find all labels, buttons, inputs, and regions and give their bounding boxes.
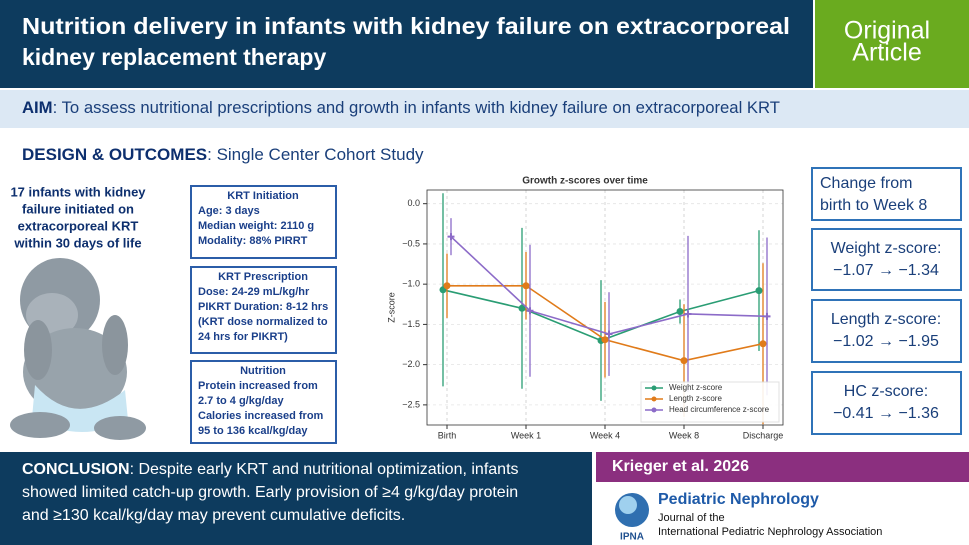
box-line: 95 to 136 kcal/kg/day [198, 425, 308, 437]
info-boxes: KRT Initiation Age: 3 days Median weight: … [190, 185, 337, 444]
result-line: birth to Week 8 [820, 197, 927, 214]
box-title: Nutrition [240, 365, 286, 377]
badge-text: Article [852, 39, 921, 67]
y-tick-label: −2.5 [402, 399, 420, 409]
conclusion-text: : Despite early KRT and nutritional opti… [130, 461, 519, 478]
x-tick-label: Discharge [743, 430, 784, 440]
aim-text: : To assess nutritional prescriptions an… [53, 98, 780, 117]
box-line: Calories increased from [198, 410, 324, 422]
result-box [811, 228, 962, 291]
box-line: PIKRT Duration: 8-12 hrs [198, 301, 328, 313]
result-line: Change from [820, 175, 913, 192]
aim-bar [0, 90, 969, 128]
legend-box [640, 381, 780, 423]
box-line: Protein increased from [198, 380, 318, 392]
chart: Growth z-scores over time Z-score 0.0 −0.5 −… [386, 176, 784, 440]
design-text: : Single Center Cohort Study [207, 145, 424, 164]
point [763, 312, 771, 320]
legend-marker [651, 385, 657, 391]
x-tick-label: Birth [438, 430, 457, 440]
conclusion: CONCLUSION: Despite early KRT and nutrit… [22, 461, 519, 524]
y-tick-label: −2.0 [402, 359, 420, 369]
journal-name: Pediatric Nephrology [658, 491, 819, 508]
point [522, 282, 530, 290]
result-box [811, 167, 962, 221]
infant-illustration [10, 258, 146, 440]
point [759, 340, 767, 348]
cohort-line: failure initiated on [22, 201, 134, 216]
point [447, 233, 455, 241]
conclusion-line: and ≥130 kcal/kg/day may prevent cumulat… [22, 507, 405, 524]
box-line: Age: 3 days [198, 205, 260, 217]
point [601, 336, 609, 344]
design: DESIGN & OUTCOMES: Single Center Cohort … [22, 145, 424, 164]
y-tick-label: 0.0 [407, 198, 420, 208]
title: kidney replacement therapy [22, 44, 326, 70]
y-tick-label: −1.5 [402, 319, 420, 329]
chart-title: Growth z-scores over time [522, 176, 648, 187]
info-box [190, 266, 337, 354]
result-line: −0.41 → −1.36 [833, 405, 939, 422]
point [443, 282, 451, 290]
result-line: HC z-score: [844, 383, 928, 400]
conclusion-line: showed limited catch-up growth. Early pr… [22, 484, 518, 501]
conclusion-line: CONCLUSION: Despite early KRT and nutrit… [22, 461, 519, 478]
title: Nutrition delivery in infants with kidne… [22, 13, 790, 39]
header-bar [0, 0, 813, 88]
box-line: Modality: 88% PIRRT [198, 235, 308, 247]
point [518, 304, 526, 312]
aim: AIM: To assess nutritional prescriptions… [22, 98, 780, 117]
result-line: Length z-score: [831, 311, 941, 328]
info-box [190, 185, 337, 259]
box-title: KRT Prescription [218, 271, 308, 283]
cohort: 17 infants with kidney failure initiated … [10, 184, 146, 250]
box-line: 24 hrs for PIKRT) [198, 331, 288, 343]
result-box [811, 299, 962, 363]
result-line: −1.07 → −1.34 [833, 262, 939, 279]
result-box [811, 371, 962, 435]
box-line: 2.7 to 4 g/kg/day [198, 395, 284, 407]
box-title: KRT Initiation [227, 190, 299, 202]
legend-label: Length z-score [669, 394, 722, 403]
journal-line: Journal of the [658, 512, 725, 524]
badge-text: Original [844, 17, 930, 45]
aim-label: AIM [22, 98, 53, 117]
legend-label: Weight z-score [669, 383, 723, 392]
cohort-line: 17 infants with kidney [10, 184, 146, 199]
cohort-line: within 30 days of life [13, 235, 141, 250]
conclusion-label: CONCLUSION [22, 461, 130, 478]
badge [815, 0, 969, 88]
journal-line: International Pediatric Nephrology Assoc… [658, 526, 882, 538]
point [526, 307, 534, 315]
info-box [190, 360, 337, 444]
box-line: (KRT dose normalized to [198, 316, 328, 328]
citation: Krieger et al. 2026 [612, 458, 749, 475]
y-tick-label: −1.0 [402, 279, 420, 289]
x-tick-label: Week 8 [669, 430, 699, 440]
y-tick-label: −0.5 [402, 238, 420, 248]
design-label: DESIGN & OUTCOMES [22, 145, 207, 164]
legend-marker [651, 396, 657, 402]
conclusion-bar [0, 452, 592, 545]
x-tick-label: Week 4 [590, 430, 620, 440]
logo-text: IPNA [620, 532, 644, 543]
box-line: Dose: 24-29 mL/kg/hr [198, 286, 310, 298]
cohort-line: extracorporeal KRT [18, 218, 139, 233]
result-boxes: Change from birth to Week 8 Weight z-score… [811, 167, 962, 435]
legend-label: Head circumference z-score [669, 405, 770, 414]
legend-marker [651, 407, 657, 413]
journal-logo [619, 496, 637, 514]
point [676, 308, 684, 316]
result-line: Weight z-score: [831, 240, 942, 257]
point [684, 310, 692, 318]
box-line: Median weight: 2110 g [198, 220, 314, 232]
point [605, 330, 613, 338]
point [755, 287, 763, 295]
point [680, 357, 688, 365]
y-axis-label: Z-score [386, 292, 396, 323]
citation-bar [596, 452, 969, 482]
x-tick-label: Week 1 [511, 430, 541, 440]
result-line: −1.02 → −1.95 [833, 333, 939, 350]
